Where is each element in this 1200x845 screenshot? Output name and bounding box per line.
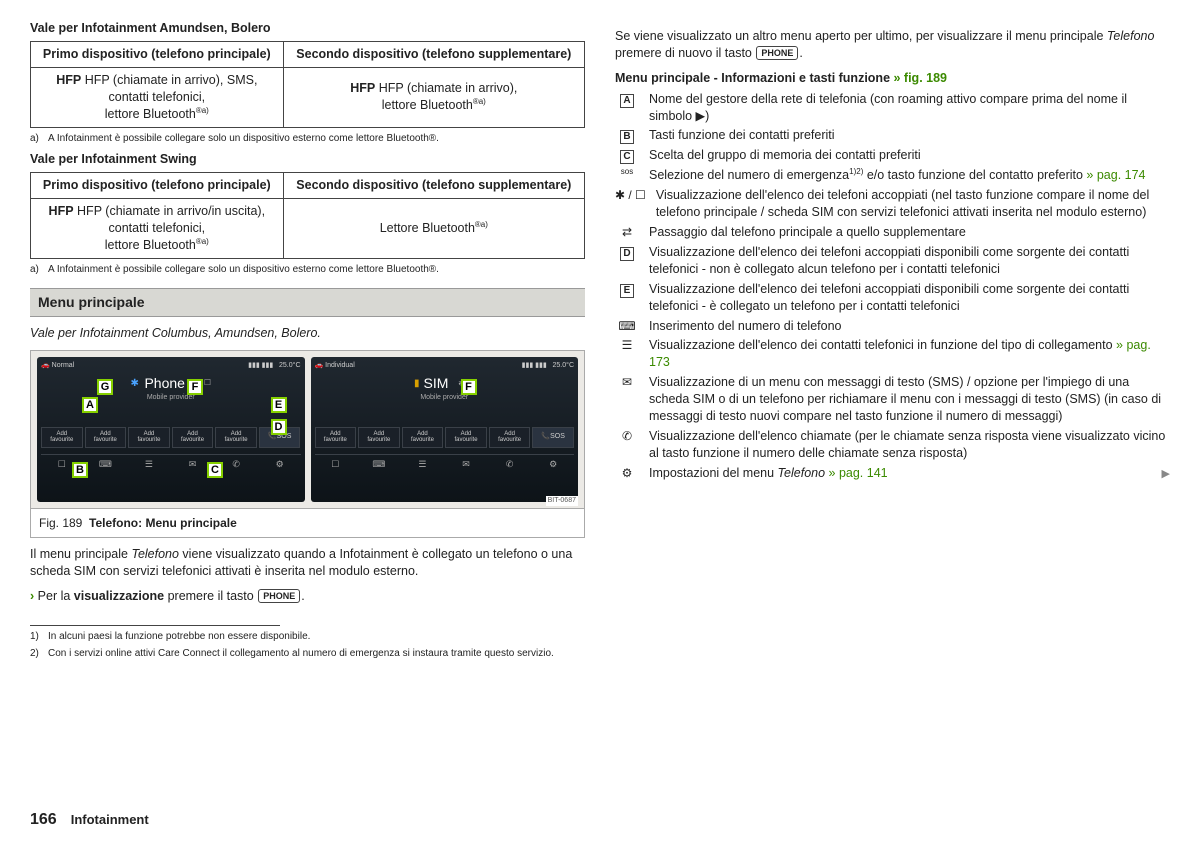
- label-B: B: [72, 462, 88, 478]
- phone-screen: 🚗 Normal▮▮▮ ▮▮▮ 25.0°C ✱ Phone ⇄ ☐ Mobil…: [37, 357, 305, 502]
- legend-icon: D: [615, 244, 639, 261]
- page-footer: 166Infotainment: [30, 809, 149, 831]
- legend-text: Visualizzazione dell'elenco chiamate (pe…: [649, 428, 1170, 462]
- legend-text: Visualizzazione dell'elenco dei telefoni…: [649, 281, 1170, 315]
- right-column: Se viene visualizzato un altro menu aper…: [615, 20, 1170, 665]
- legend-icon: B: [615, 127, 639, 144]
- label-E: E: [271, 397, 287, 413]
- legend-icon: ☰: [615, 337, 639, 353]
- list-heading: Menu principale - Informazioni e tasti f…: [615, 70, 1170, 87]
- legend-icon: A: [615, 91, 639, 108]
- col-header-secondary: Secondo dispositivo (telefono supplement…: [283, 41, 584, 67]
- figure-189: 🚗 Normal▮▮▮ ▮▮▮ 25.0°C ✱ Phone ⇄ ☐ Mobil…: [30, 350, 585, 538]
- legend-icon: sos: [615, 167, 639, 178]
- footnote-a-1: a) A Infotainment è possibile collegare …: [30, 132, 585, 146]
- legend-item: ✆ Visualizzazione dell'elenco chiamate (p…: [615, 428, 1170, 462]
- sim-screen: 🚗 Individual▮▮▮ ▮▮▮ 25.0°C ▮ SIM ⇄ ☐ Mob…: [311, 357, 579, 502]
- legend-item: ☰ Visualizzazione dell'elenco dei contatt…: [615, 337, 1170, 371]
- legend-item: D Visualizzazione dell'elenco dei telefon…: [615, 244, 1170, 278]
- label-F2: F: [461, 379, 477, 395]
- cell-primary: HFP HFP (chiamate in arrivo), SMS, conta…: [31, 67, 284, 127]
- legend-text: Nome del gestore della rete di telefonia…: [649, 91, 1170, 125]
- legend-item: E Visualizzazione dell'elenco dei telefon…: [615, 281, 1170, 315]
- legend-item: A Nome del gestore della rete di telefoni…: [615, 91, 1170, 125]
- legend-icon: E: [615, 281, 639, 298]
- para-press-again: Se viene visualizzato un altro menu aper…: [615, 28, 1170, 62]
- cell-secondary: HFP HFP (chiamate in arrivo), lettore Bl…: [283, 67, 584, 127]
- legend-text: Visualizzazione di un menu con messaggi …: [649, 374, 1170, 425]
- legend-icon: ✱ / ☐: [615, 187, 646, 203]
- legend-icon: ⌨: [615, 318, 639, 334]
- legend-text: Visualizzazione dell'elenco dei telefoni…: [656, 187, 1170, 221]
- section-heading: Menu principale: [30, 288, 585, 317]
- bit-code: BIT-0687: [546, 496, 578, 505]
- phone-key-icon: PHONE: [258, 589, 300, 603]
- footnote-1: 1) In alcuni paesi la funzione potrebbe …: [30, 630, 585, 644]
- footnote-2: 2) Con i servizi online attivi Care Conn…: [30, 647, 585, 661]
- legend-text: Inserimento del numero di telefono: [649, 318, 1170, 335]
- left-column: Vale per Infotainment Amundsen, Bolero P…: [30, 20, 585, 665]
- legend-item: ⚙ Impostazioni del menu Telefono » pag. 1…: [615, 465, 1170, 482]
- legend-text: Tasti funzione dei contatti preferiti: [649, 127, 1170, 144]
- footnote-a-2: a) A Infotainment è possibile collegare …: [30, 263, 585, 277]
- table-swing: Primo dispositivo (telefono principale) …: [30, 172, 585, 259]
- label-C: C: [207, 462, 223, 478]
- label-F: F: [187, 379, 203, 395]
- legend-list: A Nome del gestore della rete di telefoni…: [615, 91, 1170, 482]
- col-header-primary: Primo dispositivo (telefono principale): [31, 41, 284, 67]
- legend-item: sos Selezione del numero di emergenza1)2)…: [615, 167, 1170, 184]
- legend-item: ⌨ Inserimento del numero di telefono: [615, 318, 1170, 335]
- legend-text: Passaggio dal telefono principale a quel…: [649, 224, 1170, 241]
- legend-item: ⇄ Passaggio dal telefono principale a que…: [615, 224, 1170, 241]
- legend-icon: ⚙: [615, 465, 639, 481]
- legend-item: ✉ Visualizzazione di un menu con messaggi…: [615, 374, 1170, 425]
- para-visualization: › Per la visualizzazione premere il tast…: [30, 588, 585, 605]
- heading-swing: Vale per Infotainment Swing: [30, 151, 585, 168]
- label-G: G: [97, 379, 113, 395]
- legend-icon: ✆: [615, 428, 639, 444]
- legend-icon: C: [615, 147, 639, 164]
- label-D: D: [271, 419, 287, 435]
- table-amundsen-bolero: Primo dispositivo (telefono principale) …: [30, 41, 585, 128]
- legend-item: ✱ / ☐ Visualizzazione dell'elenco dei tel…: [615, 187, 1170, 221]
- legend-text: Impostazioni del menu Telefono » pag. 14…: [649, 465, 1170, 482]
- legend-text: Scelta del gruppo di memoria dei contatt…: [649, 147, 1170, 164]
- section-subtitle: Vale per Infotainment Columbus, Amundsen…: [30, 325, 585, 342]
- legend-text: Selezione del numero di emergenza1)2) e/…: [649, 167, 1170, 184]
- legend-text: Visualizzazione dell'elenco dei contatti…: [649, 337, 1170, 371]
- legend-item: B Tasti funzione dei contatti preferiti: [615, 127, 1170, 144]
- heading-amundsen-bolero: Vale per Infotainment Amundsen, Bolero: [30, 20, 585, 37]
- label-A: A: [82, 397, 98, 413]
- figure-caption: Fig. 189 Telefono: Menu principale: [31, 508, 584, 537]
- legend-item: C Scelta del gruppo di memoria dei contat…: [615, 147, 1170, 164]
- legend-icon: ✉: [615, 374, 639, 390]
- legend-icon: ⇄: [615, 224, 639, 240]
- legend-text: Visualizzazione dell'elenco dei telefoni…: [649, 244, 1170, 278]
- para-menu-shown: Il menu principale Telefono viene visual…: [30, 546, 585, 580]
